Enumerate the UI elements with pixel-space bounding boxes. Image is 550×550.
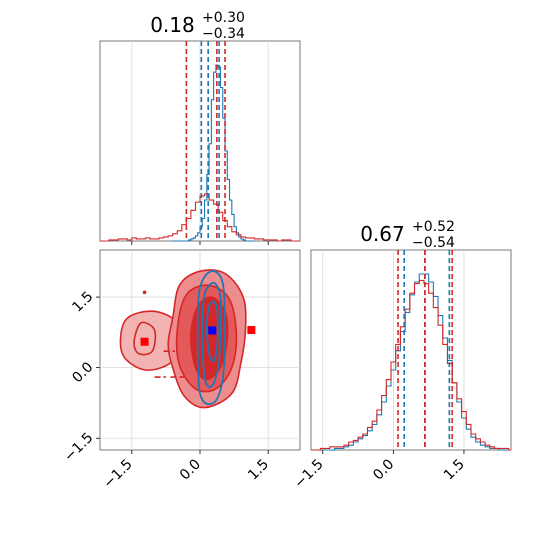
y-tick-label: −1.5 (61, 430, 96, 465)
title-value: 0.67 (360, 222, 405, 246)
title-upper-error: +0.30 (202, 10, 245, 26)
title-lower-error: −0.54 (412, 235, 455, 251)
truth-marker (247, 326, 256, 334)
marginal-histogram-param-2: −1.5 0.0 1.5 0.67 +0.52 −0.54 (291, 216, 512, 492)
y-tick-label: 0.0 (69, 359, 96, 386)
red-outlier-point (142, 290, 147, 295)
x-tick-label: −1.5 (291, 456, 326, 491)
blue-contour-level (196, 270, 226, 406)
histogram-step (311, 279, 511, 451)
panel-title: 0.18 +0.30 −0.34 (150, 7, 250, 42)
title-value: 0.18 (150, 13, 195, 37)
axes-frame (310, 249, 512, 451)
truth-marker (208, 326, 217, 335)
histogram-step (100, 193, 300, 242)
blue-contour-level (205, 300, 219, 362)
truth-marker (140, 337, 149, 346)
histogram-step (172, 64, 255, 242)
x-tick-label: 1.5 (441, 456, 468, 483)
joint-contour-param-1-param-2: −1.5 0.0 1.5 −1.5 0.0 1.5 (61, 249, 301, 492)
x-tick-label: 0.0 (370, 456, 397, 483)
title-upper-error: +0.52 (412, 219, 455, 235)
blue-contour-level (201, 282, 222, 388)
x-tick-label: −1.5 (100, 456, 135, 491)
panel-title: 0.67 +0.52 −0.54 (360, 216, 460, 251)
y-tick-label: 1.5 (69, 289, 96, 316)
x-tick-label: 1.5 (245, 456, 272, 483)
marginal-histogram-param-1: 0.18 +0.30 −0.34 (99, 7, 301, 245)
title-lower-error: −0.34 (202, 26, 245, 42)
x-tick-label: 0.0 (177, 456, 204, 483)
